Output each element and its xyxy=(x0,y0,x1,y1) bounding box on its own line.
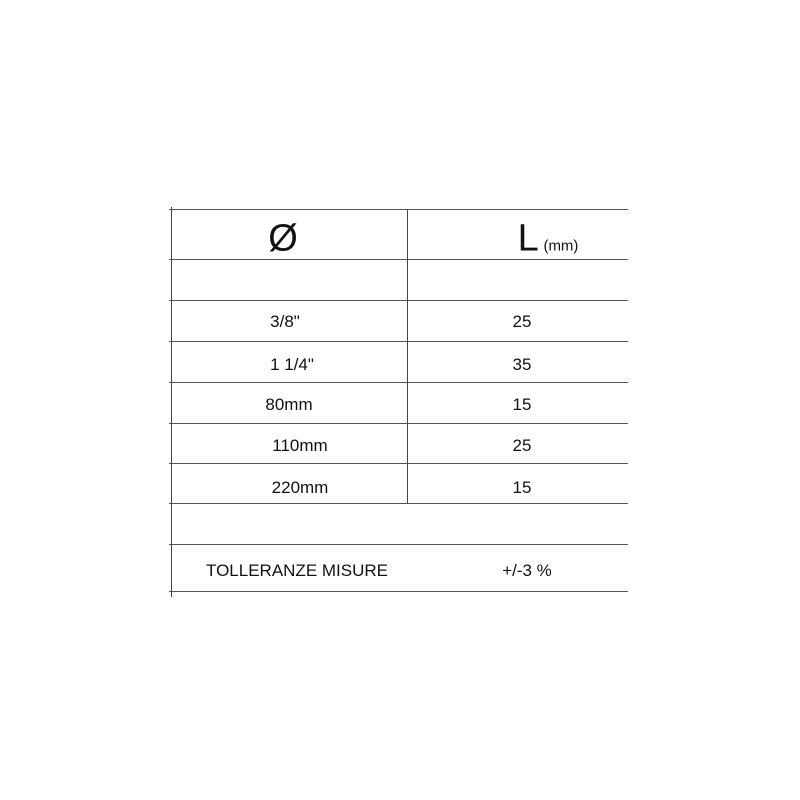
table-row-diameter: 220mm xyxy=(271,478,329,497)
table-row-length: 15 xyxy=(512,478,532,497)
table-row-length: 15 xyxy=(512,395,532,414)
header-length: L (mm) xyxy=(518,218,579,261)
table-row-length: 25 xyxy=(512,312,532,331)
row-divider xyxy=(169,544,628,545)
row-divider xyxy=(169,259,628,260)
row-divider xyxy=(169,463,628,464)
table-row-length: 35 xyxy=(512,355,532,374)
header-length-symbol: L xyxy=(517,217,539,260)
row-divider xyxy=(169,591,628,592)
tolerance-label: TOLLERANZE MISURE xyxy=(205,561,389,580)
table-row-diameter: 80mm xyxy=(265,395,313,414)
table-row-diameter: 110mm xyxy=(272,436,328,455)
row-divider xyxy=(169,341,628,342)
row-divider xyxy=(169,209,628,210)
header-diameter: Ø xyxy=(268,217,298,260)
tolerance-value: +/-3 % xyxy=(502,561,552,580)
row-divider xyxy=(169,503,628,504)
column-divider xyxy=(407,209,408,503)
row-divider xyxy=(169,423,628,424)
table-row-length: 25 xyxy=(512,436,532,455)
row-divider xyxy=(169,382,628,383)
header-length-unit: (mm) xyxy=(543,237,579,255)
table-row-diameter: 1 1/4" xyxy=(270,355,314,374)
row-divider xyxy=(169,300,628,301)
table-row-diameter: 3/8" xyxy=(270,312,300,331)
table-left-border xyxy=(171,207,172,597)
